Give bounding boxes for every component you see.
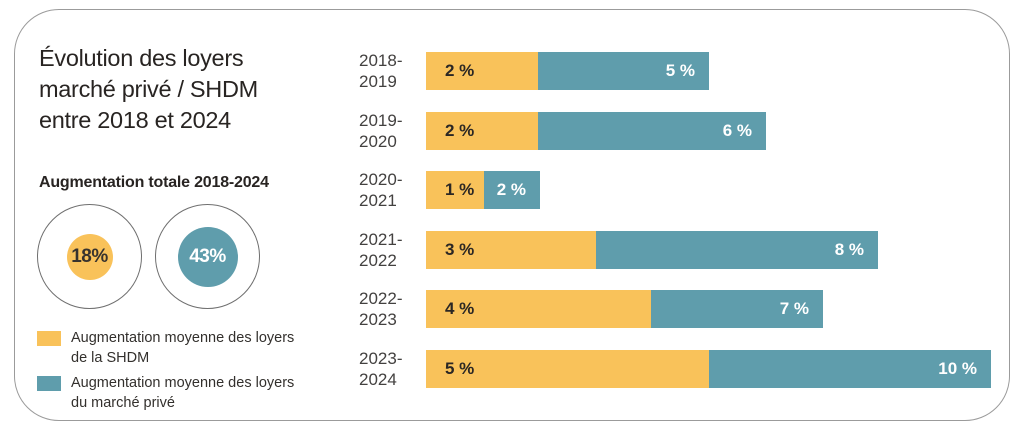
- legend: Augmentation moyenne des loyers de la SH…: [37, 329, 294, 413]
- shdm-bar-segment: 3 %: [426, 231, 596, 269]
- prive-bar-segment: 5 %: [538, 52, 709, 90]
- prive-bar-segment: 10 %: [709, 350, 991, 388]
- bar-row-2020-2021: 2020- 2021 1 % 2 %: [359, 170, 999, 210]
- shdm-color-swatch: [37, 331, 61, 346]
- category-label: 2022- 2023: [359, 289, 403, 329]
- chart-title: Évolution des loyers marché privé / SHDM…: [39, 43, 258, 136]
- chart-title-line-3: entre 2018 et 2024: [39, 107, 231, 133]
- legend-item-prive: Augmentation moyenne des loyers du march…: [37, 374, 294, 413]
- legend-label-prive-line-2: du marché privé: [71, 394, 175, 411]
- category-label: 2021- 2022: [359, 230, 403, 270]
- shdm-bar-segment: 5 %: [426, 350, 709, 388]
- shdm-value-label: 3 %: [445, 240, 475, 259]
- stacked-bar: 4 % 7 %: [426, 290, 823, 328]
- chart-title-line-2: marché privé / SHDM: [39, 76, 258, 102]
- legend-label-shdm-line-1: Augmentation moyenne des loyers: [71, 330, 295, 346]
- prive-bar-segment: 7 %: [651, 290, 823, 328]
- bar-row-2022-2023: 2022- 2023 4 % 7 %: [359, 289, 999, 329]
- stacked-bar: 2 % 6 %: [426, 112, 766, 150]
- stacked-bar-chart: 2018- 2019 2 % 5 % 2019- 2020 2 % 6 % 2020- 2021 1…: [359, 51, 999, 392]
- legend-item-shdm: Augmentation moyenne des loyers de la SH…: [37, 329, 294, 368]
- prive-total-badge: 43%: [177, 226, 238, 287]
- shdm-value-label: 2 %: [445, 61, 475, 80]
- chart-title-line-1: Évolution des loyers: [39, 45, 244, 71]
- stacked-bar: 3 % 8 %: [426, 231, 878, 269]
- shdm-bar-segment: 2 %: [426, 112, 538, 150]
- shdm-value-label: 1 %: [445, 180, 475, 199]
- category-label: 2023- 2024: [359, 349, 403, 389]
- bar-row-2021-2022: 2021- 2022 3 % 8 %: [359, 230, 999, 270]
- shdm-value-label: 2 %: [445, 121, 475, 140]
- shdm-value-label: 5 %: [445, 359, 475, 378]
- infographic-panel: Évolution des loyers marché privé / SHDM…: [14, 9, 1010, 421]
- prive-value-label: 5 %: [665, 61, 695, 80]
- prive-bar-segment: 8 %: [596, 231, 878, 269]
- prive-total-circle: 43%: [155, 204, 260, 309]
- bar-row-2023-2024: 2023- 2024 5 % 10 %: [359, 349, 999, 389]
- shdm-bar-segment: 4 %: [426, 290, 651, 328]
- prive-color-swatch: [37, 376, 61, 391]
- category-label: 2018- 2019: [359, 51, 403, 91]
- shdm-total-circle: 18%: [37, 204, 142, 309]
- totals-subtitle: Augmentation totale 2018-2024: [39, 174, 269, 191]
- prive-value-label: 6 %: [722, 121, 752, 140]
- total-circles: 18% 43%: [37, 204, 260, 309]
- prive-value-label: 8 %: [834, 240, 864, 259]
- legend-label-prive: Augmentation moyenne des loyers du march…: [71, 374, 294, 413]
- legend-label-prive-line-1: Augmentation moyenne des loyers: [71, 375, 295, 391]
- category-label: 2019- 2020: [359, 111, 403, 151]
- stacked-bar: 5 % 10 %: [426, 350, 991, 388]
- shdm-value-label: 4 %: [445, 299, 475, 318]
- legend-label-shdm: Augmentation moyenne des loyers de la SH…: [71, 329, 294, 368]
- stacked-bar: 2 % 5 %: [426, 52, 709, 90]
- shdm-bar-segment: 2 %: [426, 52, 538, 90]
- bar-row-2018-2019: 2018- 2019 2 % 5 %: [359, 51, 999, 91]
- bar-row-2019-2020: 2019- 2020 2 % 6 %: [359, 111, 999, 151]
- prive-bar-segment: 6 %: [538, 112, 766, 150]
- prive-bar-segment: 2 %: [484, 171, 540, 209]
- legend-label-shdm-line-2: de la SHDM: [71, 349, 150, 366]
- category-label: 2020- 2021: [359, 170, 403, 210]
- shdm-bar-segment: 1 %: [426, 171, 484, 209]
- stacked-bar: 1 % 2 %: [426, 171, 540, 209]
- prive-value-label: 2 %: [496, 180, 526, 199]
- prive-value-label: 7 %: [779, 299, 809, 318]
- prive-value-label: 10 %: [938, 359, 977, 378]
- shdm-total-badge: 18%: [66, 233, 113, 280]
